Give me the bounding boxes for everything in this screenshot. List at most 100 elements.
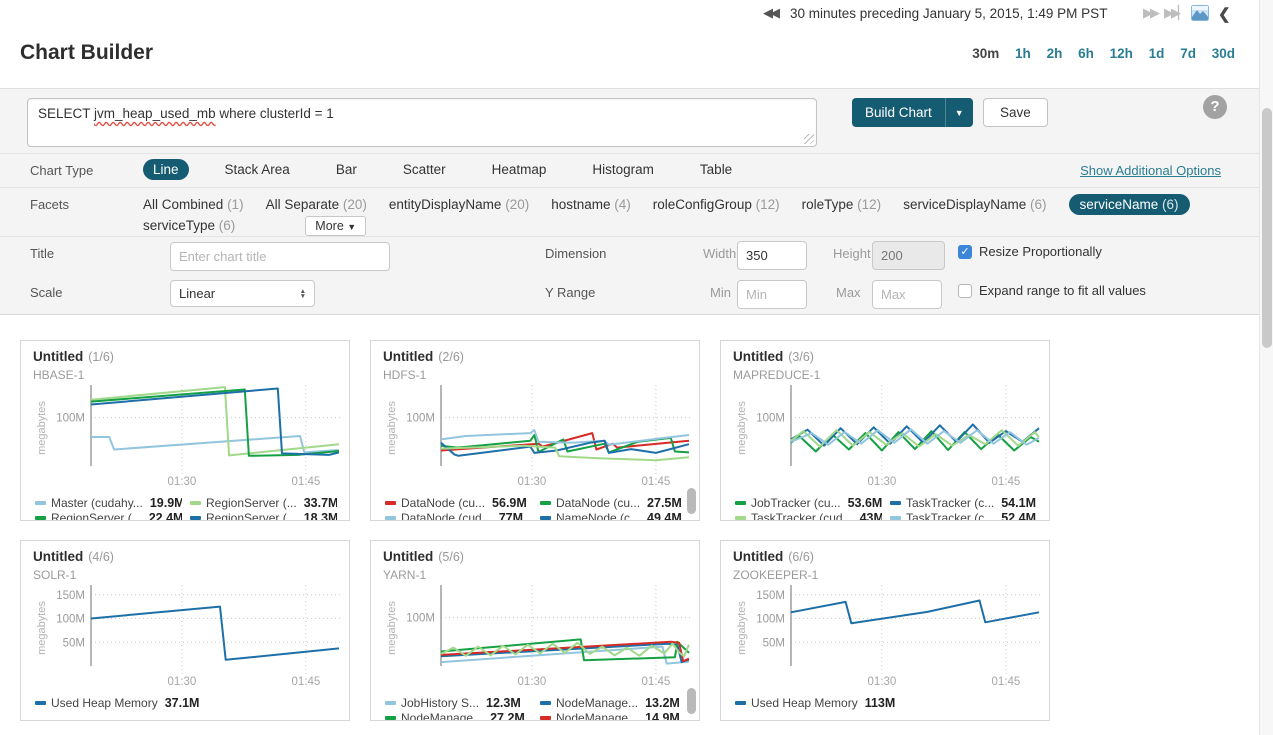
legend-swatch-icon (190, 501, 201, 505)
width-input[interactable] (737, 241, 807, 270)
chart-card-6[interactable]: Untitled (6/6) ZOOKEEPER-1 megabytes 01:30 01… (720, 540, 1050, 721)
legend-series-value: 18.3M (303, 511, 337, 521)
range-7d[interactable]: 7d (1180, 46, 1196, 61)
legend-swatch-icon (190, 516, 201, 520)
facets-more-button[interactable]: More ▼ (305, 215, 367, 236)
legend-series-name: Used Heap Memory (751, 696, 858, 710)
facet-all-separate[interactable]: All Separate (20) (265, 197, 367, 212)
chart-type-stack-area[interactable]: Stack Area (224, 162, 290, 177)
charts-grid: Untitled (1/6) HBASE-1 megabytes 01:30 01:45 1… (20, 340, 1050, 721)
time-marker-chart-icon[interactable] (1191, 5, 1209, 21)
scrollbar-thumb[interactable] (1262, 108, 1272, 348)
chart-type-bar[interactable]: Bar (335, 162, 357, 177)
page-title: Chart Builder (20, 41, 154, 64)
legend-series-value: 22.4M (148, 511, 182, 521)
chart-type-scatter[interactable]: Scatter (402, 162, 446, 177)
facet-service-name[interactable]: serviceName (6) (1068, 194, 1190, 215)
chart-card-2[interactable]: Untitled (2/6) HDFS-1 megabytes 01:30 01:45 10… (370, 340, 700, 521)
save-button[interactable]: Save (983, 98, 1048, 127)
chart-card-1[interactable]: Untitled (1/6) HBASE-1 megabytes 01:30 01:45 1… (20, 340, 350, 521)
max-input[interactable] (872, 280, 942, 309)
chart-index: (2/6) (438, 350, 464, 364)
chart-card-5[interactable]: Untitled (5/6) YARN-1 megabytes 01:30 01:45 10… (370, 540, 700, 721)
legend-item: JobHistory S... 12.3M (385, 696, 532, 710)
facet-role-config-group[interactable]: roleConfigGroup (12) (652, 197, 780, 212)
chart-index: (4/6) (88, 550, 114, 564)
chevron-down-icon: ▼ (347, 221, 357, 232)
legend-series-value: 27.2M (490, 711, 525, 721)
textarea-resize-handle[interactable] (804, 134, 814, 144)
chart-type-table[interactable]: Table (699, 162, 733, 177)
facet-entity-display-name[interactable]: entityDisplayName (20) (388, 197, 530, 212)
build-chart-split-button: Build Chart ▼ (852, 98, 973, 127)
chart-subtitle: MAPREDUCE-1 (733, 368, 821, 382)
range-30d[interactable]: 30d (1211, 46, 1235, 61)
checkbox-unchecked-icon[interactable] (958, 283, 972, 298)
facet-service-display-name[interactable]: serviceDisplayName (6) (903, 197, 1047, 212)
expand-range-option[interactable]: Expand range to fit all values (958, 283, 1146, 298)
legend-series-name: JobHistory S... (401, 696, 480, 710)
legend-item: RegionServer (... 22.4M (35, 511, 182, 521)
height-input[interactable] (872, 241, 945, 270)
range-30m[interactable]: 30m (972, 46, 1000, 61)
chart-title-input[interactable] (170, 242, 390, 271)
query-text-prefix: SELECT (38, 106, 95, 121)
time-forward-to-now-icon[interactable]: ▶▶▏ (1164, 5, 1188, 20)
facet-hostname[interactable]: hostname (4) (551, 197, 631, 212)
chart-card-3[interactable]: Untitled (3/6) MAPREDUCE-1 megabytes 01:30 01… (720, 340, 1050, 521)
chart-legend: Used Heap Memory 37.1M (33, 695, 339, 710)
chart-legend: JobTracker (cu... 53.6M TaskTracker (c... 5… (733, 495, 1039, 521)
range-1d[interactable]: 1d (1148, 46, 1165, 61)
show-additional-options-link[interactable]: Show Additional Options (1080, 163, 1221, 178)
chart-card-4[interactable]: Untitled (4/6) SOLR-1 megabytes 01:30 01:45 15… (20, 540, 350, 721)
chart-plot: megabytes 01:30 01:45 100M (736, 385, 1043, 488)
range-1h[interactable]: 1h (1015, 46, 1031, 61)
range-6h[interactable]: 6h (1078, 46, 1094, 61)
min-input[interactable] (737, 280, 807, 309)
legend-series-value: 43M (859, 511, 882, 521)
chart-type-heatmap[interactable]: Heatmap (491, 162, 547, 177)
legend-series-name: Master (cudahy... (51, 496, 143, 510)
legend-series-value: 13.2M (645, 696, 680, 710)
legend-series-value: 49.4M (647, 511, 682, 521)
build-chart-button[interactable]: Build Chart (852, 98, 945, 127)
range-12h[interactable]: 12h (1109, 46, 1133, 61)
facet-role-type[interactable]: roleType (12) (801, 197, 882, 212)
legend-scrollbar-thumb[interactable] (687, 688, 696, 714)
scale-select-value: Linear (179, 286, 216, 301)
vertical-scrollbar[interactable] (1259, 0, 1273, 735)
resize-proportionally-label: Resize Proportionally (979, 244, 1102, 259)
svg-text:100M: 100M (56, 413, 85, 425)
chart-legend: Used Heap Memory 113M (733, 695, 1039, 710)
resize-proportionally-option[interactable]: ✓ Resize Proportionally (958, 244, 1102, 259)
facet-service-type[interactable]: serviceType (6) (143, 218, 236, 233)
facet-all-combined[interactable]: All Combined (1) (143, 197, 244, 212)
collapse-panel-icon[interactable]: ❮ (1218, 6, 1231, 23)
chart-index: (1/6) (88, 350, 114, 364)
checkbox-checked-icon[interactable]: ✓ (958, 244, 972, 259)
chart-title: Untitled (383, 349, 434, 364)
facets-line2: serviceType (6) More ▼ (143, 215, 367, 236)
chart-card-header: Untitled (5/6) YARN-1 (383, 548, 689, 582)
help-icon[interactable]: ? (1203, 95, 1227, 119)
legend-item: DataNode (cu... 27.5M (540, 496, 687, 510)
legend-swatch-icon (385, 516, 396, 520)
build-chart-dropdown-caret-icon[interactable]: ▼ (944, 98, 973, 127)
chart-type-histogram[interactable]: Histogram (592, 162, 654, 177)
chart-plot: megabytes 01:30 01:45 100M (36, 385, 343, 488)
legend-series-name: DataNode (cu... (556, 496, 641, 510)
legend-swatch-icon (35, 516, 46, 520)
legend-scrollbar-thumb[interactable] (687, 488, 696, 514)
chart-type-line[interactable]: Line (143, 159, 189, 180)
time-rewind-icon[interactable]: ◀◀ (763, 5, 780, 20)
legend-item: Used Heap Memory 113M (735, 696, 1037, 710)
legend-item: TaskTracker (cud... 43M (735, 511, 882, 521)
time-forward-icon[interactable]: ▶▶ (1143, 5, 1160, 20)
range-2h[interactable]: 2h (1046, 46, 1063, 61)
legend-series-name: DataNode (cu... (401, 496, 486, 510)
svg-text:megabytes: megabytes (386, 601, 398, 655)
legend-swatch-icon (540, 701, 551, 705)
query-input[interactable]: SELECT jvm_heap_used_mb where clusterId … (27, 98, 817, 147)
scale-select[interactable]: Linear ▲ ▼ (170, 280, 315, 307)
legend-swatch-icon (35, 501, 46, 505)
